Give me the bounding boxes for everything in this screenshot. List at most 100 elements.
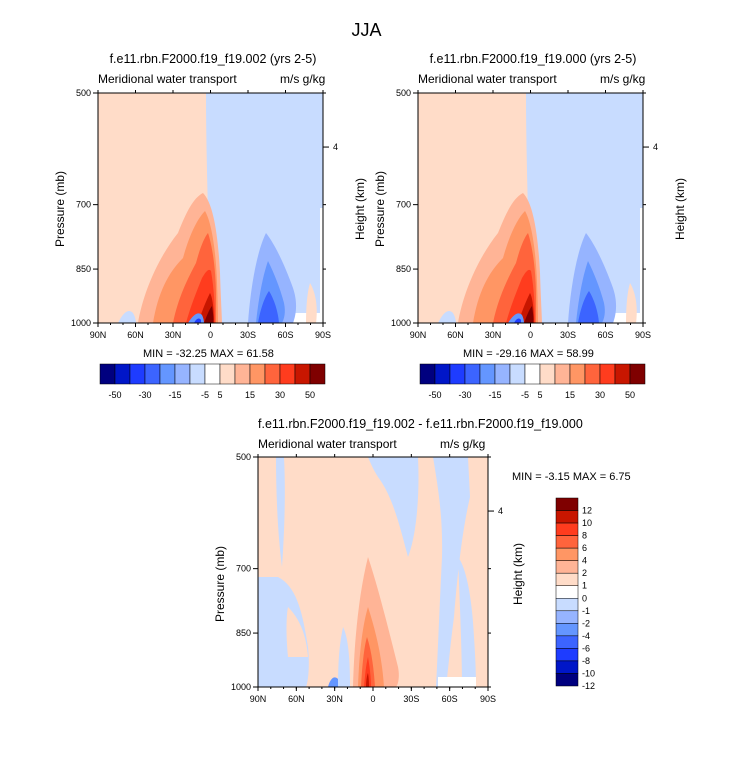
colorbar-label: 0 xyxy=(582,593,587,603)
y-tick-label: 1000 xyxy=(71,318,91,328)
panel-a-title: f.e11.rbn.F2000.f19_f19.002 (yrs 2-5) xyxy=(109,52,317,66)
colorbar-cell xyxy=(569,363,586,385)
x-tick-label: 30N xyxy=(485,330,502,340)
colorbar-cell xyxy=(114,363,131,385)
colorbar-label: -5 xyxy=(521,390,529,400)
x-tick-label: 90N xyxy=(250,694,267,704)
diff-neg-c xyxy=(433,457,470,687)
colorbar-label: -50 xyxy=(108,390,121,400)
neg-plume-3 xyxy=(578,291,599,323)
x-tick-label: 0 xyxy=(370,694,375,704)
neg-surface-2 xyxy=(514,318,521,323)
colorbar-cell xyxy=(555,660,579,674)
colorbar-cell xyxy=(614,363,631,385)
y-tick-label: 1000 xyxy=(391,318,411,328)
x-tick-label: 60S xyxy=(277,330,293,340)
colorbar-cell xyxy=(555,572,579,586)
colorbar-cell xyxy=(464,363,481,385)
colorbar-cell xyxy=(555,522,579,536)
colorbar-label: -12 xyxy=(582,681,595,691)
panel-a-left-label: Meridional water transport xyxy=(98,72,237,86)
colorbar-cell xyxy=(434,363,451,385)
colorbar-label: 2 xyxy=(582,568,587,578)
colorbar-cell xyxy=(555,535,579,549)
y-tick-label: 850 xyxy=(396,264,411,274)
neg-surface-2 xyxy=(194,318,201,323)
colorbar-label: 5 xyxy=(537,390,542,400)
colorbar-label: -6 xyxy=(582,643,590,653)
y-tick-label: 700 xyxy=(396,200,411,210)
colorbar-cell xyxy=(555,610,579,624)
band-zero xyxy=(640,208,643,323)
panel-b-plot: 500 700 850 1000 4 90N 60N 30N 0 30S 60S 90S xyxy=(391,88,658,340)
colorbar-cell xyxy=(129,363,146,385)
band-neg-5 xyxy=(526,93,643,323)
colorbar-cell xyxy=(189,363,206,385)
x-tick-label: 30N xyxy=(165,330,182,340)
colorbar-label: 30 xyxy=(595,390,605,400)
panel-a-stats: MIN = -32.25 MAX = 61.58 xyxy=(143,348,274,360)
colorbar-label: -10 xyxy=(582,668,595,678)
x-tick-label: 60N xyxy=(127,330,144,340)
diff-pos-6 xyxy=(366,673,369,687)
field-layer xyxy=(418,93,643,323)
colorbar-label: 6 xyxy=(582,543,587,553)
panel-c-left-label: Meridional water transport xyxy=(258,437,397,451)
colorbar-cell xyxy=(494,363,511,385)
x-tick-label: 0 xyxy=(528,330,533,340)
colorbar-a: -50 -30 -15 -5 5 15 30 50 xyxy=(99,363,326,400)
colorbar-label: 15 xyxy=(565,390,575,400)
colorbar-cell xyxy=(99,363,116,385)
diff-neg-f xyxy=(338,627,350,687)
colorbar-label: 15 xyxy=(245,390,255,400)
colorbar-cell xyxy=(449,363,466,385)
x-tick-label: 30N xyxy=(326,694,343,704)
y-tick-label: 700 xyxy=(236,564,251,574)
colorbar-cell xyxy=(479,363,496,385)
neg-surface-3 xyxy=(438,311,456,323)
panel-c-plot: 500 700 850 1000 4 90N 60N 30N 0 30S 60S 90S xyxy=(231,452,503,704)
colorbar-cell xyxy=(144,363,161,385)
diff-pos-5 xyxy=(364,657,371,687)
colorbar-label: 10 xyxy=(582,518,592,528)
y-tick-label: 1000 xyxy=(231,682,251,692)
colorbar-label: -50 xyxy=(428,390,441,400)
colorbar-label: -1 xyxy=(582,606,590,616)
panel-c-right-label: m/s g/kg xyxy=(440,437,486,451)
colorbar-cell xyxy=(159,363,176,385)
band-neg-5 xyxy=(206,93,323,323)
x-tick-label: 60S xyxy=(597,330,613,340)
colorbar-label: -2 xyxy=(582,618,590,628)
colorbar-cell xyxy=(204,363,221,385)
diff-neg-d xyxy=(458,557,476,687)
colorbar-label: -8 xyxy=(582,656,590,666)
panel-a-right-label: m/s g/kg xyxy=(280,72,326,86)
diff-neg-b xyxy=(368,457,419,557)
x-tick-label: 90S xyxy=(635,330,651,340)
x-tick-label: 30S xyxy=(403,694,419,704)
colorbar-label: 5 xyxy=(217,390,222,400)
colorbar-cell xyxy=(554,363,571,385)
colorbar-cell xyxy=(555,547,579,561)
patch-pos xyxy=(626,283,637,323)
colorbar-cell xyxy=(584,363,601,385)
pos-plume-6 xyxy=(524,306,534,323)
x-tick-label: 0 xyxy=(208,330,213,340)
diff-neg-surface xyxy=(328,677,338,687)
diff-contours xyxy=(258,457,488,687)
colorbar-cell xyxy=(309,363,326,385)
y-tick-label: 500 xyxy=(396,88,411,98)
colorbar-cell xyxy=(599,363,616,385)
y-tick-label: 850 xyxy=(236,628,251,638)
patch-pos xyxy=(306,283,317,323)
colorbar-label: -15 xyxy=(488,390,501,400)
diff-neg-e xyxy=(258,577,309,687)
colorbar-label: 30 xyxy=(275,390,285,400)
height-tick-label: 4 xyxy=(653,142,658,152)
colorbar-cell xyxy=(264,363,281,385)
diff-layer xyxy=(258,457,488,687)
field-contours xyxy=(418,93,643,323)
panel-c-stats: MIN = -3.15 MAX = 6.75 xyxy=(512,471,631,483)
